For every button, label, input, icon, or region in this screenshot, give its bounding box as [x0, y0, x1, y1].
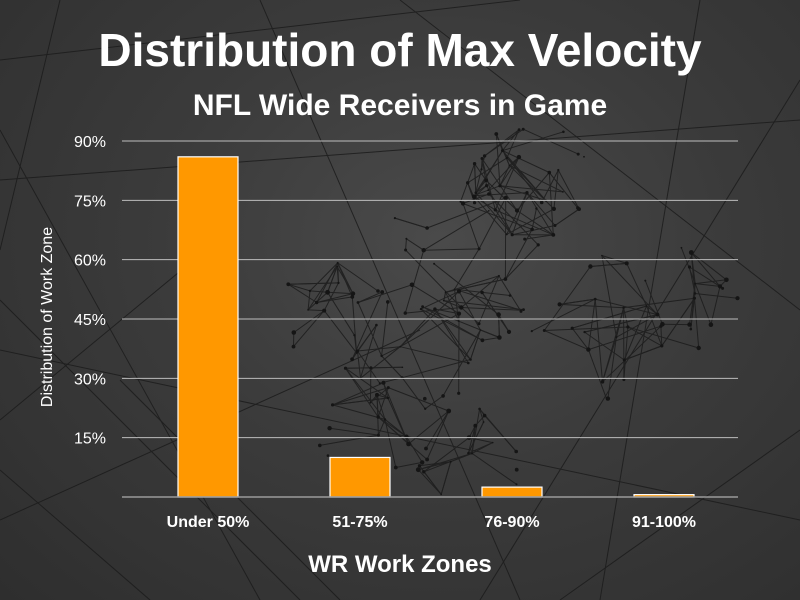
y-tick-label: 15% — [74, 431, 106, 448]
y-tick-label: 75% — [74, 193, 106, 210]
y-tick-label: 45% — [74, 312, 106, 329]
y-axis-title: Distribution of Work Zone — [39, 227, 56, 407]
x-category-label: 91-100% — [632, 514, 696, 531]
x-axis-categories: Under 50% 51-75% 76-90% 91-100% — [167, 514, 696, 531]
chart-subtitle: NFL Wide Receivers in Game — [193, 89, 607, 122]
y-axis-ticks: 15% 30% 45% 60% 75% 90% — [74, 134, 106, 448]
bars — [177, 156, 695, 498]
chart-title: Distribution of Max Velocity — [98, 24, 702, 76]
x-category-label: Under 50% — [167, 514, 250, 531]
x-axis-title: WR Work Zones — [308, 551, 492, 578]
bar — [177, 156, 239, 498]
y-tick-label: 60% — [74, 253, 106, 270]
y-tick-label: 90% — [74, 134, 106, 151]
x-category-label: 51-75% — [332, 514, 387, 531]
y-tick-label: 30% — [74, 371, 106, 388]
bar — [481, 486, 543, 498]
x-category-label: 76-90% — [484, 514, 539, 531]
bar — [329, 456, 391, 498]
